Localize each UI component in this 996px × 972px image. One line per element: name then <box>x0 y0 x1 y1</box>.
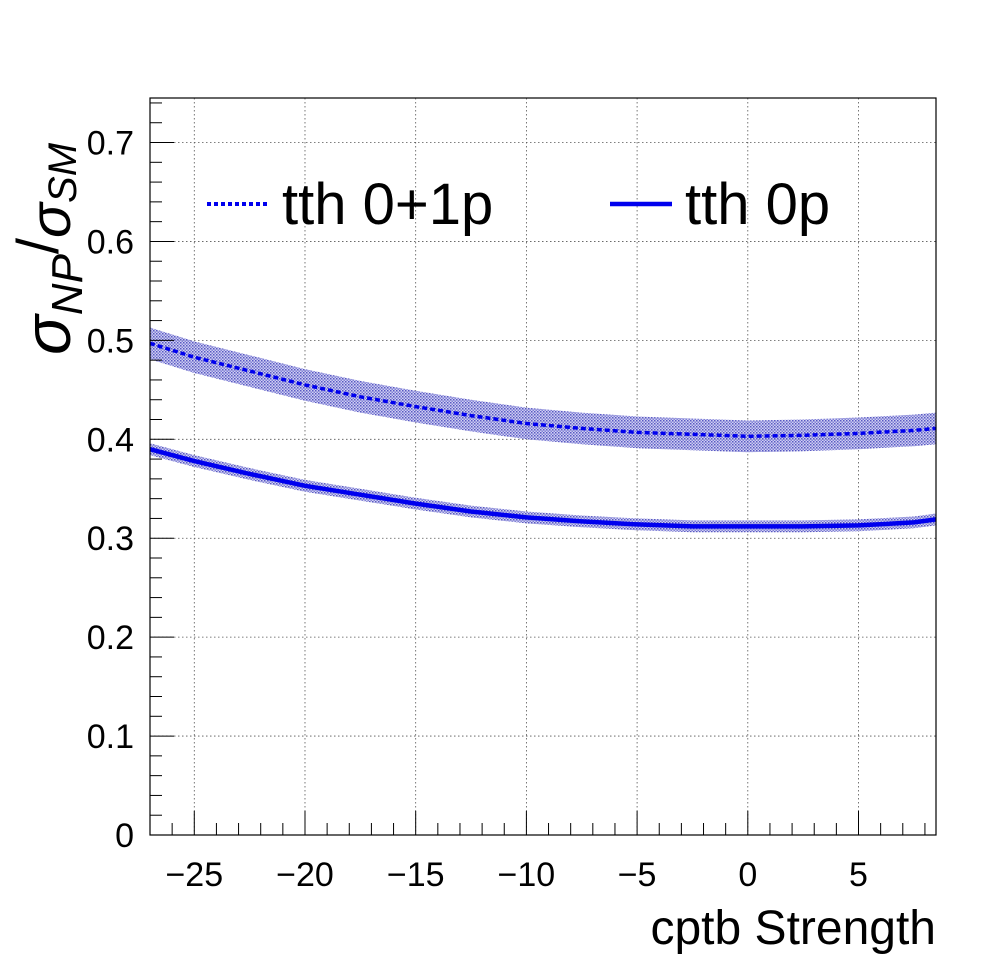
y-axis-title-slash: / <box>6 237 71 254</box>
y-axis-title-numerator-sub: NP <box>43 253 92 315</box>
x-tick-labels: −25 −20 −15 −10 −5 0 5 <box>165 856 868 894</box>
y-tick-label: 0.6 <box>87 223 134 261</box>
series-line-0 <box>149 341 937 439</box>
y-tick-label: 0.4 <box>87 421 134 459</box>
y-tick-labels: 0 0.1 0.2 0.3 0.4 0.5 0.6 0.7 <box>87 125 134 855</box>
y-axis-title-denominator: σ <box>18 201 83 238</box>
legend: tth 0+1p tth 0p <box>207 172 830 237</box>
y-tick-label: 0.2 <box>87 619 134 657</box>
y-tick-label: 0.5 <box>87 322 134 360</box>
axis-ticks <box>149 102 926 836</box>
x-tick-label: −5 <box>618 856 657 894</box>
x-tick-label: −20 <box>276 856 334 894</box>
svg-text:σNP/σSM: σNP/σSM <box>6 142 92 355</box>
y-tick-label: 0 <box>115 817 134 855</box>
y-axis-title-numerator: σ <box>10 313 84 355</box>
y-axis-title-denominator-sub: SM <box>41 142 85 203</box>
grid-lines <box>150 98 936 835</box>
series-line-1 <box>149 447 937 529</box>
x-tick-label: −10 <box>498 856 556 894</box>
series-lines <box>149 341 937 529</box>
x-axis-title: cptb Strength <box>650 902 936 955</box>
uncertainty-bands <box>150 327 936 533</box>
x-tick-label: 0 <box>738 856 757 894</box>
y-axis-title: σNP/σSM <box>6 142 92 355</box>
y-tick-label: 0.1 <box>87 718 134 756</box>
legend-label-tth-0p1p: tth 0+1p <box>282 172 493 237</box>
x-tick-label: −15 <box>387 856 445 894</box>
legend-label-tth-0p: tth 0p <box>685 172 830 237</box>
plot-frame <box>149 97 937 836</box>
uncertainty-band-0 <box>150 327 936 453</box>
y-tick-label: 0.3 <box>87 520 134 558</box>
x-tick-label: 5 <box>849 856 868 894</box>
y-tick-label: 0.7 <box>87 125 134 163</box>
x-tick-label: −25 <box>165 856 223 894</box>
